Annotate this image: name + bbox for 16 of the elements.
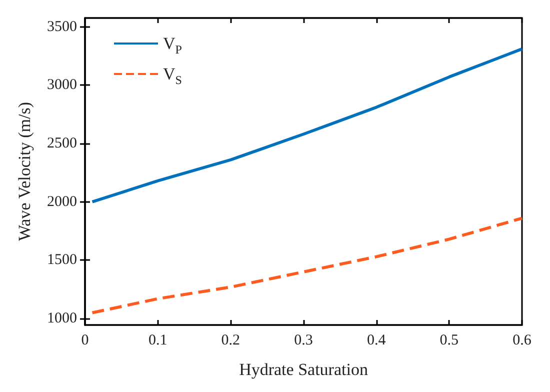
y-tick-label: 1000 bbox=[47, 310, 77, 327]
y-tick-label: 3000 bbox=[47, 77, 77, 94]
x-tick-label: 0 bbox=[81, 332, 89, 348]
y-tick-label: 3500 bbox=[47, 18, 77, 35]
x-tick-label: 0.4 bbox=[366, 332, 386, 348]
x-tick-label: 0.5 bbox=[440, 332, 459, 348]
x-axis-title: Hydrate Saturation bbox=[239, 360, 368, 379]
x-tick-label: 0.2 bbox=[221, 332, 240, 348]
x-tick-label: 0.3 bbox=[294, 332, 313, 348]
y-axis-title: Wave Velocity (m/s) bbox=[15, 102, 34, 242]
y-tick-label: 2000 bbox=[47, 194, 77, 210]
x-tick-label: 0.1 bbox=[148, 332, 168, 348]
line-series bbox=[90, 216, 524, 314]
y-tick-label: 2500 bbox=[47, 135, 77, 152]
x-tick-label: 0.6 bbox=[512, 332, 532, 348]
y-tick-label: 1500 bbox=[47, 252, 77, 268]
